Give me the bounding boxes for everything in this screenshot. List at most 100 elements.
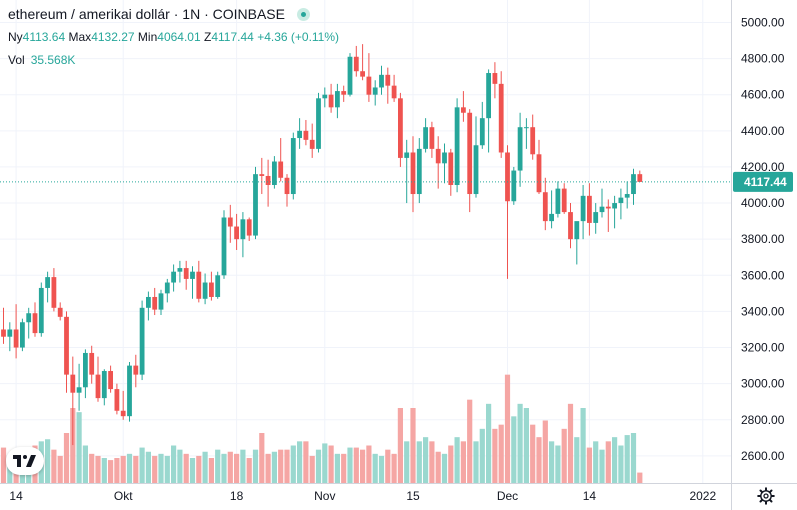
volume-bar	[70, 408, 76, 483]
volume-bar	[435, 451, 441, 483]
volume-bar	[473, 441, 479, 483]
candle-body	[398, 98, 403, 158]
candle-body	[209, 282, 214, 297]
candle-body	[215, 275, 221, 297]
candle-body	[253, 174, 258, 236]
candle-body	[637, 174, 643, 182]
candle-body	[7, 329, 13, 337]
volume-bar	[290, 445, 296, 483]
candle-body	[171, 271, 176, 283]
candle-body	[196, 271, 202, 299]
last-price-tag-label: 4117.44	[744, 175, 787, 189]
volume-bar	[555, 445, 561, 483]
volume-bar	[0, 447, 7, 483]
live-status-icon	[296, 8, 310, 21]
volume-bar	[504, 374, 511, 483]
volume-bar	[429, 441, 435, 483]
last-price-tag	[733, 171, 793, 192]
volume-bar	[221, 453, 227, 483]
ohlc-readout: Ny4113.64 Max4132.27 Min4064.01 Z4117.44…	[8, 30, 339, 44]
candle-body	[366, 76, 372, 95]
time-axis: 14 Okt 18 Nov 15 Dec 14 2022	[0, 483, 797, 503]
volume-bar	[341, 453, 347, 483]
price-tick-label: 2600.00	[741, 449, 785, 463]
candle-body	[190, 271, 195, 279]
volume-bar	[189, 458, 196, 483]
candle-body	[259, 174, 265, 176]
volume-bar	[82, 445, 88, 483]
candle-body	[593, 212, 599, 223]
tradingview-logo-icon[interactable]	[6, 447, 44, 475]
candle-body	[574, 221, 580, 240]
high-value: 4132.27	[91, 30, 135, 44]
volume-bar	[252, 449, 259, 483]
candle-body	[152, 296, 158, 310]
volume-bar	[523, 408, 529, 483]
close-label: Z	[204, 30, 212, 44]
candle-body	[83, 352, 88, 388]
time-tick-label: 2022	[689, 489, 716, 503]
candle-body	[385, 74, 391, 86]
volume-bar	[133, 455, 139, 483]
time-tick-label: 15	[406, 489, 420, 503]
candle-body	[335, 91, 340, 108]
candle-body	[587, 195, 592, 223]
volume-bar	[498, 424, 504, 483]
volume-bar	[183, 453, 189, 483]
candle-body	[158, 293, 164, 310]
candle-body	[536, 154, 542, 193]
volume-bar	[51, 449, 57, 483]
volume-bar	[441, 453, 448, 483]
time-tick-label: 14	[9, 489, 23, 503]
candle-body	[133, 365, 139, 375]
volume-bar	[240, 449, 246, 483]
candle-body	[108, 371, 113, 390]
open-label: Ny	[8, 30, 23, 44]
candle-body	[404, 152, 410, 158]
symbol-title[interactable]: ethereum / amerikai dollár · 1N · COINBA…	[8, 6, 285, 22]
volume-bar	[567, 403, 574, 483]
time-tick-label: Dec	[497, 489, 518, 503]
volume-bar	[517, 403, 523, 483]
volume-bar	[492, 428, 498, 483]
candle-body	[624, 194, 630, 198]
candle-body	[70, 374, 76, 393]
volume-bar	[410, 408, 416, 483]
candle-body	[290, 138, 296, 195]
candle-body	[89, 352, 95, 375]
volume-bar	[120, 455, 126, 483]
volume-bar	[126, 453, 133, 483]
volume-bar	[171, 445, 177, 483]
settings-gear-icon[interactable]	[757, 487, 775, 505]
candle-body	[246, 219, 252, 236]
candle-body	[227, 217, 233, 227]
volume-bar	[385, 449, 391, 483]
volume-bar	[605, 441, 611, 483]
time-tick-label: 18	[230, 489, 244, 503]
candle-body	[95, 374, 101, 399]
time-tick-label: Nov	[314, 489, 335, 503]
volume-bar	[630, 433, 637, 483]
candle-body	[297, 130, 302, 139]
volume-bar	[303, 441, 309, 483]
open-value: 4113.64	[22, 30, 66, 44]
volume-bar	[599, 449, 605, 483]
candle-body	[429, 127, 435, 149]
volume-bar	[460, 441, 466, 483]
candle-body	[555, 188, 561, 214]
volume-bar	[637, 472, 643, 483]
price-tick-label: 4800.00	[741, 52, 785, 66]
candle-body	[265, 175, 271, 185]
price-axis: 2600.00 2800.00 3000.00 3200.00 3400.00 3600.…	[731, 0, 793, 510]
volume-bar	[542, 420, 548, 483]
volume-bar	[360, 449, 366, 483]
candle-body	[605, 206, 611, 209]
candle-body	[240, 219, 246, 240]
candle-body	[38, 287, 44, 334]
candle-body	[322, 94, 328, 99]
low-value: 4064.01	[157, 30, 201, 44]
candle-body	[423, 127, 428, 149]
candle-body	[284, 177, 290, 195]
volume-bar	[284, 449, 290, 483]
